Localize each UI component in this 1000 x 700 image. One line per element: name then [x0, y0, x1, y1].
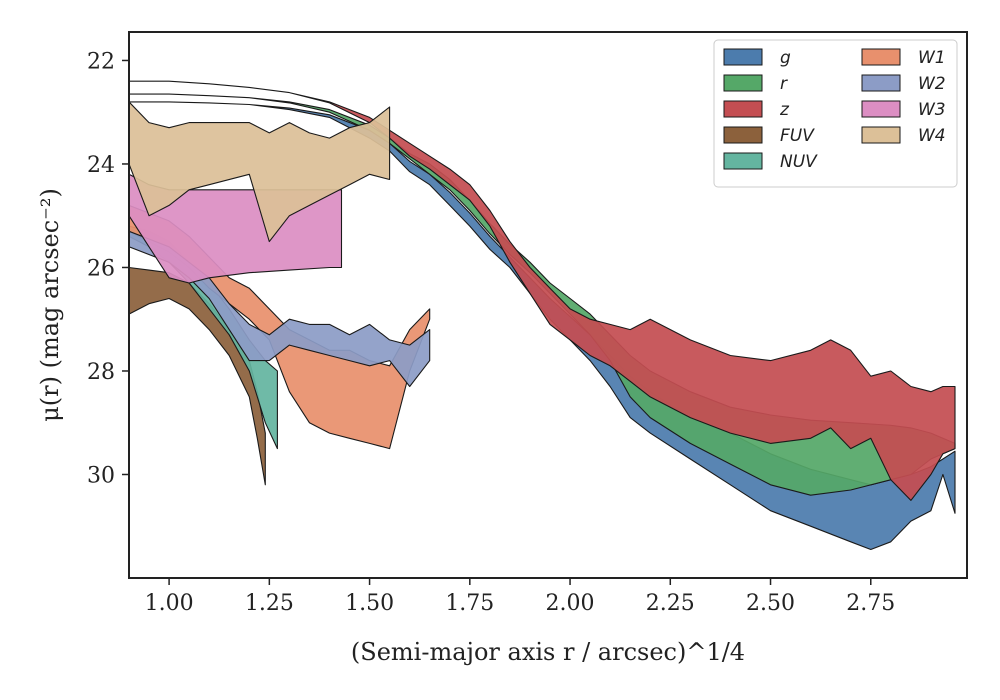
legend-swatch-fuv — [723, 126, 763, 144]
legend-swatch-r — [723, 74, 763, 92]
legend-label-w1: W1 — [918, 48, 946, 68]
legend-label-w4: W4 — [918, 126, 946, 146]
legend-swatch-nuv — [723, 152, 763, 170]
y-tick-label: 24 — [87, 153, 115, 178]
x-axis-ticks: 1.00 1.25 1.50 1.75 2.00 2.25 2.50 2.75 — [145, 578, 895, 616]
area-series-w4 — [129, 101, 391, 243]
legend-swatch-z — [723, 100, 763, 118]
x-tick-label: 1.50 — [345, 591, 394, 616]
legend-swatch-w1 — [861, 48, 901, 66]
legend-label-z: z — [779, 100, 790, 120]
area-series-g — [129, 101, 956, 551]
x-tick-label: 1.00 — [145, 591, 194, 616]
legend-label-g: g — [780, 48, 791, 68]
legend-label-w2: W2 — [918, 74, 946, 94]
plot-frame — [128, 31, 968, 579]
x-tick-label: 2.25 — [646, 591, 695, 616]
y-tick-label: 22 — [87, 49, 115, 74]
area-series-w2 — [129, 230, 431, 388]
legend-swatch-w3 — [861, 100, 901, 118]
legend-label-nuv: NUV — [780, 152, 818, 172]
legend-swatch-w4 — [861, 126, 901, 144]
legend-label-w3: W3 — [918, 100, 946, 120]
area-series-group — [129, 80, 956, 551]
legend-label-r: r — [780, 74, 788, 94]
x-tick-label: 1.75 — [445, 591, 494, 616]
x-tick-label: 2.50 — [746, 591, 795, 616]
legend-swatch-w2 — [861, 74, 901, 92]
x-tick-label: 2.75 — [846, 591, 895, 616]
y-tick-label: 30 — [87, 463, 115, 488]
legend-swatch-g — [723, 48, 763, 66]
legend-label-fuv: FUV — [780, 126, 815, 146]
x-tick-label: 2.00 — [546, 591, 595, 616]
y-axis-ticks: 22 24 26 28 30 — [87, 49, 129, 488]
area-series-z — [129, 80, 956, 501]
y-axis-label: μ(r) (mag arcsec⁻²) — [36, 188, 64, 422]
legend: grz FUV NUV W1 W2 W3 W4 — [713, 39, 958, 188]
y-tick-label: 28 — [87, 360, 115, 385]
x-axis-label: (Semi-major axis r / arcsec)^1/4 — [351, 638, 745, 666]
x-tick-label: 1.25 — [245, 591, 294, 616]
y-tick-label: 26 — [87, 256, 115, 281]
